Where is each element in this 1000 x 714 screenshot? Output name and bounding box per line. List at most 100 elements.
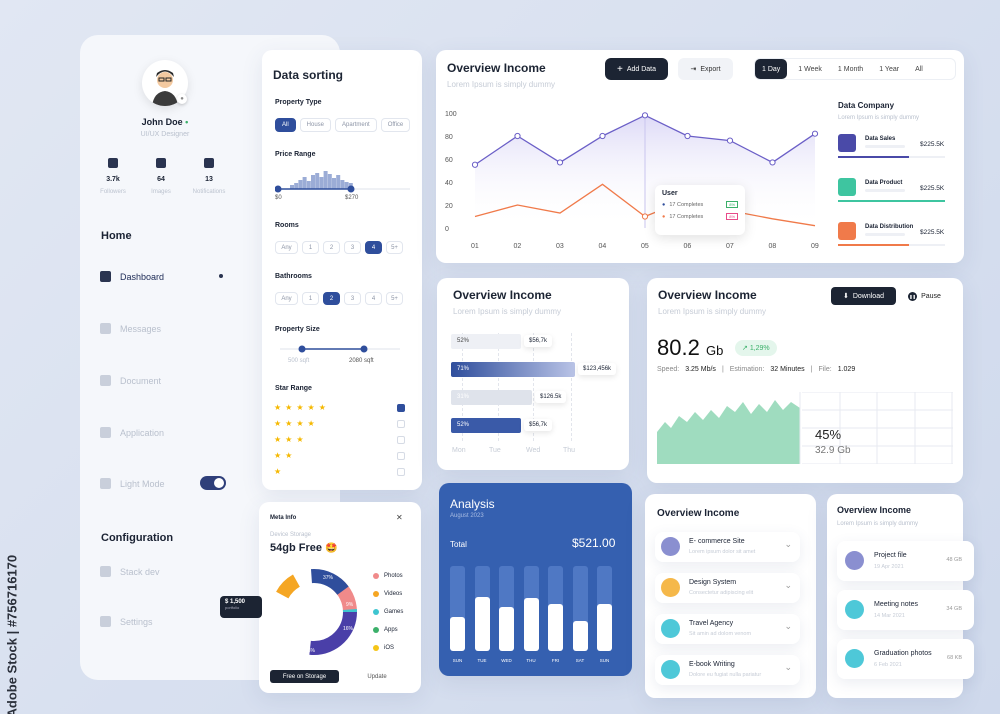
file-icon: [845, 551, 864, 570]
star-rating-5[interactable]: ★★★★★: [274, 403, 330, 412]
download-button[interactable]: ⬇ Download: [831, 287, 896, 305]
size-max: 2080 sqft: [349, 358, 374, 364]
income-bar[interactable]: [451, 390, 532, 405]
property-type-office[interactable]: Office: [380, 118, 411, 132]
analysis-bar[interactable]: [499, 607, 514, 651]
property-type-all[interactable]: All: [275, 118, 296, 132]
rooms-option[interactable]: 2: [323, 241, 340, 254]
overview-list-item[interactable]: E- commerce Site Lorem ipsum dolor sit am…: [655, 532, 800, 562]
income-bar[interactable]: [451, 362, 575, 377]
storage-free: 54gb Free 🤩: [270, 542, 338, 554]
baths-option[interactable]: 1: [302, 292, 319, 305]
export-button[interactable]: ⇥ Export: [678, 58, 733, 80]
analysis-bar[interactable]: [450, 617, 465, 651]
light-mode-toggle[interactable]: [200, 476, 226, 490]
company-progress: [838, 200, 945, 202]
avatar-badge-icon: ●: [177, 94, 187, 104]
legend-dot: [373, 609, 379, 615]
price-min: $0: [275, 195, 282, 201]
overview-list-item[interactable]: Travel Agency Sit amin ad dolom venom ⌄: [655, 614, 800, 644]
property-type-apartment[interactable]: Apartment: [335, 118, 377, 132]
stat-value: 3.7k: [106, 176, 120, 183]
income-bar[interactable]: [451, 418, 521, 433]
analysis-bar[interactable]: [548, 604, 563, 651]
grid-line: [462, 333, 463, 441]
rooms-option[interactable]: 3: [344, 241, 361, 254]
size-slider[interactable]: [275, 342, 410, 356]
range-1-week[interactable]: 1 Week: [798, 65, 822, 73]
free-storage-button[interactable]: Free on Storage: [270, 670, 339, 683]
overview-list-item[interactable]: Design System Consectetur adipiscing elit…: [655, 573, 800, 603]
range-1-day[interactable]: 1 Day: [755, 59, 788, 79]
histogram-bar: [298, 180, 303, 189]
overview-main-subtitle: Lorem Ipsum is simply dummy: [447, 80, 556, 89]
company-item-name: Data Distribution: [865, 224, 914, 230]
income-line-chart: 0 20 40 60 80 100 01 02 03 04 05 06 07 08 09: [445, 111, 819, 250]
range-1-year[interactable]: 1 Year: [879, 65, 900, 73]
star-rating-4[interactable]: ★★★★: [274, 419, 319, 428]
analysis-date: August 2023: [450, 513, 484, 519]
update-button[interactable]: Update: [367, 673, 387, 680]
rooms-option[interactable]: Any: [275, 241, 298, 254]
rooms-option[interactable]: 5+: [386, 241, 403, 254]
profile-name: John Doe •: [141, 117, 189, 127]
nav-item-application[interactable]: Application: [100, 427, 164, 438]
overview-main-title: Overview Income: [447, 61, 546, 75]
file-item[interactable]: Meeting notes 14 Mar 2021 34 GB: [837, 590, 974, 630]
active-dot: [219, 274, 223, 278]
baths-option[interactable]: 4: [365, 292, 382, 305]
property-size-label: Property Size: [275, 326, 320, 333]
overview-list-item[interactable]: E-book Writing Dolore eu fugiat nulla par…: [655, 655, 800, 685]
file-item[interactable]: Project file 19 Apr 2021 48 GB: [837, 541, 974, 581]
analysis-bar[interactable]: [474, 597, 490, 651]
range-all[interactable]: All: [915, 65, 923, 73]
company-icon-1: [838, 178, 856, 196]
nav-item-light-mode[interactable]: Light Mode: [100, 478, 165, 489]
price-max-handle[interactable]: [347, 185, 355, 193]
company-item-value: $225.5K: [920, 185, 945, 192]
nav-item-document[interactable]: Document: [100, 375, 161, 386]
pause-button[interactable]: ❚❚ Pause: [908, 291, 941, 301]
baths-option[interactable]: 3: [344, 292, 361, 305]
config-item-stack-dev[interactable]: Stack dev: [100, 566, 160, 577]
star-checkbox[interactable]: [397, 452, 405, 460]
star-rating-2[interactable]: ★★: [274, 451, 297, 460]
price-min-handle[interactable]: [275, 185, 282, 193]
company-item-value: $225.5K: [920, 141, 945, 148]
nav-item-dashboard[interactable]: Dashboard: [100, 271, 164, 282]
pause-icon: ❚❚: [908, 291, 918, 301]
histogram-bar: [294, 183, 299, 189]
svg-text:25%: 25%: [305, 648, 316, 654]
series-point: [641, 112, 649, 119]
rooms-option[interactable]: 1: [302, 241, 319, 254]
config-stack-dev-icon: [100, 566, 111, 577]
analysis-day-label: SAT: [575, 658, 585, 663]
analysis-bar[interactable]: [597, 604, 612, 651]
nav-item-messages[interactable]: Messages: [100, 323, 161, 334]
overview-dl-title: Overview Income: [658, 288, 757, 302]
star-rating-1[interactable]: ★: [274, 467, 286, 476]
star-checkbox[interactable]: [397, 404, 405, 412]
star-checkbox[interactable]: [397, 420, 405, 428]
add-data-button[interactable]: + Add Data: [605, 58, 668, 80]
range-1-month[interactable]: 1 Month: [837, 65, 864, 73]
config-item-settings[interactable]: Settings: [100, 616, 153, 627]
close-icon[interactable]: ✕: [396, 513, 403, 522]
analysis-bar[interactable]: [523, 598, 539, 651]
overview-files-title: Overview Income: [837, 505, 912, 515]
income-bar[interactable]: [451, 334, 521, 349]
x-tick-label: 02: [514, 243, 522, 250]
legend-dot: [373, 573, 379, 579]
nav-document-icon: [100, 375, 111, 386]
rooms-option[interactable]: 4: [365, 241, 382, 254]
company-item-sub: [865, 145, 905, 148]
file-item[interactable]: Graduation photos 6 Feb 2021 68 KB: [837, 639, 974, 679]
analysis-bar[interactable]: [572, 621, 588, 651]
star-checkbox[interactable]: [397, 468, 405, 476]
baths-option[interactable]: Any: [275, 292, 298, 305]
property-type-house[interactable]: House: [299, 118, 332, 132]
baths-option[interactable]: 5+: [386, 292, 403, 305]
star-checkbox[interactable]: [397, 436, 405, 444]
baths-option[interactable]: 2: [323, 292, 340, 305]
star-rating-3[interactable]: ★★★: [274, 435, 308, 444]
